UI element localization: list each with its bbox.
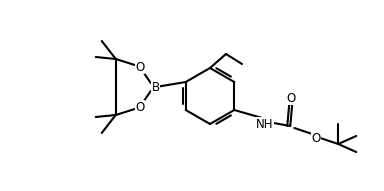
Text: NH: NH — [255, 117, 273, 130]
Text: O: O — [135, 61, 144, 74]
Text: O: O — [286, 91, 296, 104]
Text: O: O — [312, 131, 321, 145]
Text: O: O — [135, 100, 144, 113]
Text: B: B — [152, 80, 160, 94]
